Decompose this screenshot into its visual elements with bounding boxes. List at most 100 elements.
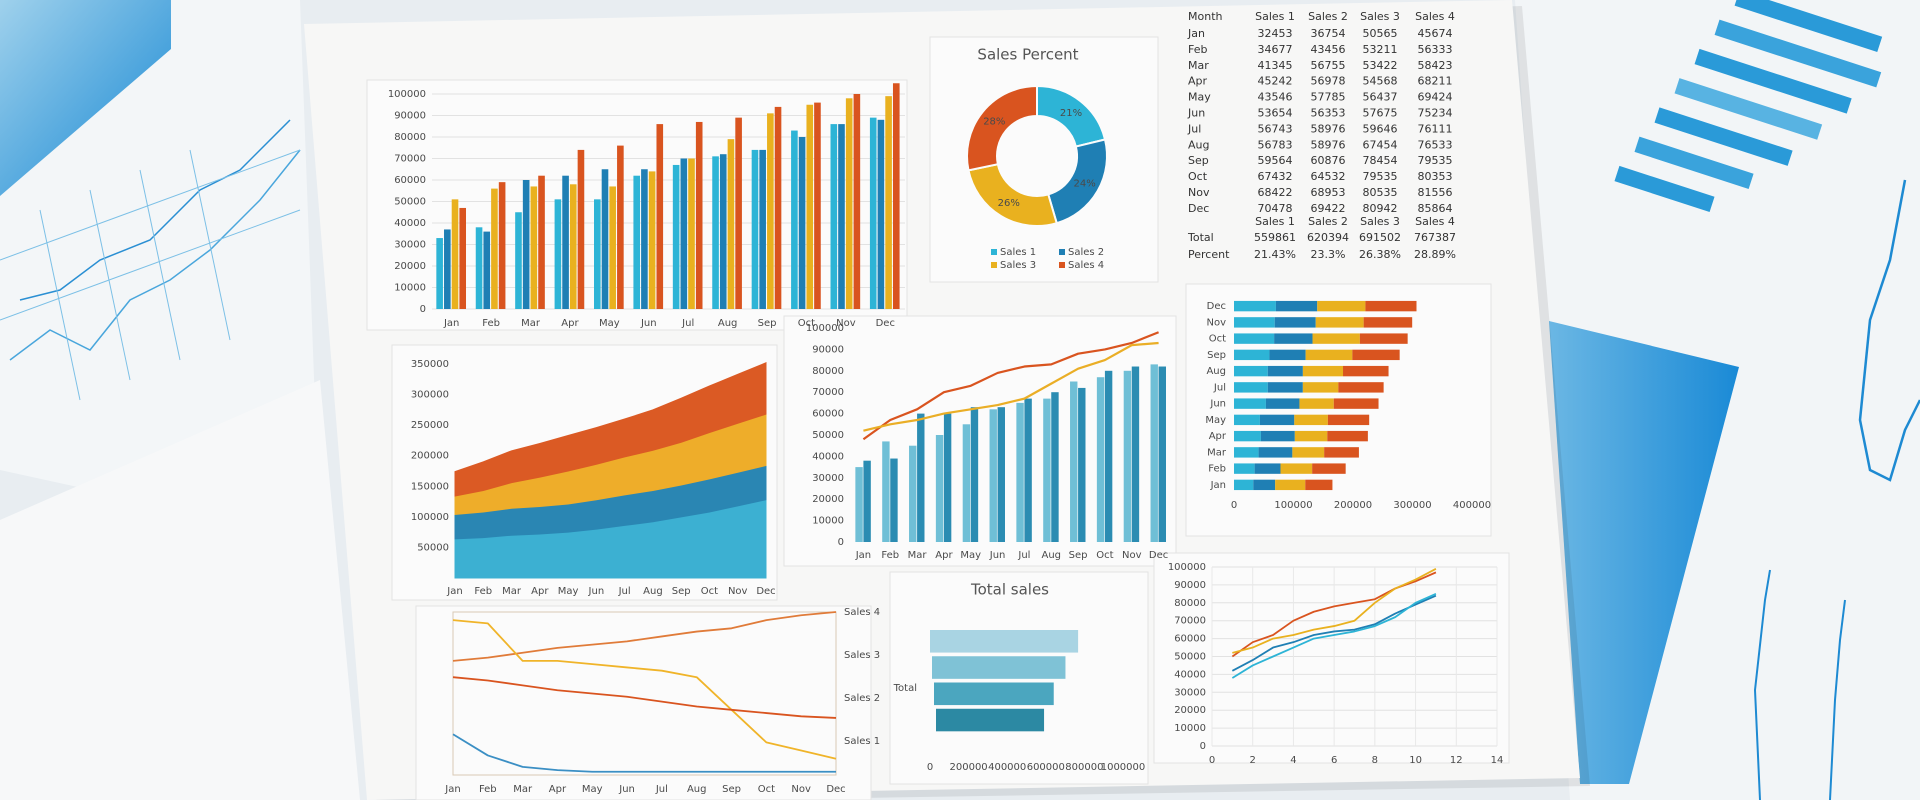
bar	[1131, 366, 1140, 542]
bar	[917, 413, 925, 542]
line	[862, 331, 1159, 441]
table-cell: 70478	[1258, 202, 1293, 215]
x-tick-label: Oct	[798, 318, 815, 329]
paper-numbers	[0, 380, 360, 800]
funnel-title: Total sales	[970, 581, 1049, 599]
table-cell: Nov	[1188, 186, 1210, 199]
y-tick-label: 50000	[812, 430, 844, 441]
y-tick-label: Feb	[1208, 464, 1226, 475]
bar	[672, 164, 680, 309]
content: Sales Percent Total sales Total 01000020…	[388, 10, 1504, 795]
bar	[767, 113, 774, 309]
table-cell: 58976	[1311, 122, 1346, 135]
x-tick-label: Dec	[826, 784, 845, 795]
y-tick-label: 90000	[1174, 580, 1206, 591]
table-cell: 32453	[1258, 27, 1293, 40]
y-tick-label: 350000	[411, 359, 449, 370]
bar-segment	[1254, 463, 1281, 474]
funnel-bar	[930, 630, 1079, 653]
bar-segment	[1338, 382, 1384, 393]
bar-segment	[1274, 317, 1316, 328]
table-cell: 76533	[1418, 138, 1453, 151]
bar-segment	[1234, 447, 1259, 458]
bar-segment	[1294, 414, 1328, 426]
y-tick-label: 100000	[806, 323, 844, 334]
bar-segment	[1267, 365, 1303, 377]
table-cell: 56755	[1311, 59, 1346, 72]
bar-segment	[1299, 398, 1334, 409]
table-total: Total	[1187, 231, 1214, 244]
line	[1232, 567, 1437, 654]
table-header: Sales 2	[1308, 10, 1348, 23]
x-tick-label: 600000	[1027, 762, 1065, 773]
table-cell: 56743	[1258, 122, 1293, 135]
bar	[838, 124, 845, 309]
table-cell: Jan	[1187, 27, 1205, 40]
bar	[798, 137, 806, 309]
donut-label: 28%	[983, 116, 1005, 127]
table-header: Month	[1188, 10, 1223, 23]
legend-label: Sales 2	[1068, 247, 1104, 258]
bar	[1158, 366, 1166, 542]
table-cell: 79535	[1418, 154, 1453, 167]
table-cell: 57675	[1363, 107, 1398, 120]
table-cell: Mar	[1188, 59, 1209, 72]
y-tick-label: 30000	[394, 240, 426, 251]
y-tick-label: 150000	[411, 481, 449, 492]
blue-line-left	[9, 149, 301, 361]
x-tick-label: 14	[1491, 755, 1504, 766]
bar	[695, 121, 703, 309]
funnel-bar	[934, 682, 1054, 706]
y-tick-label: Dec	[1207, 301, 1226, 312]
deco-bar	[1674, 78, 1823, 140]
bar-segment	[1234, 349, 1270, 361]
x-tick-label: May	[582, 784, 603, 795]
table-header: Sales 3	[1360, 10, 1400, 23]
series-label: Sales 2	[844, 693, 880, 704]
table-cell: 76111	[1418, 122, 1453, 135]
bar	[863, 460, 871, 542]
series-label: Sales 1	[844, 736, 880, 747]
y-tick-label: 20000	[1174, 705, 1206, 716]
bar	[1070, 381, 1078, 542]
bar	[853, 94, 861, 309]
bar	[648, 171, 656, 309]
area	[454, 362, 767, 497]
panel	[929, 36, 1159, 283]
table-cell: 56783	[1258, 138, 1293, 151]
y-tick-label: 10000	[394, 283, 426, 294]
bar	[869, 117, 877, 310]
table-cell: 59646	[1363, 122, 1398, 135]
bar	[656, 124, 664, 309]
y-tick-label: 90000	[812, 344, 844, 355]
table-cell: 41345	[1258, 59, 1293, 72]
x-tick-label: 4	[1290, 755, 1296, 766]
deco-bar	[1614, 165, 1715, 213]
y-tick-label: Mar	[1207, 447, 1227, 458]
x-tick-label: Apr	[549, 784, 567, 795]
y-tick-label: 20000	[394, 261, 426, 272]
bar-segment	[1315, 317, 1364, 328]
table-percent: 28.89%	[1414, 248, 1456, 261]
table-percent: Percent	[1188, 248, 1230, 261]
table-cell: Sep	[1188, 154, 1209, 167]
legend-swatch	[1059, 249, 1065, 255]
y-tick-label: 70000	[1174, 616, 1206, 627]
x-tick-label: Nov	[1122, 550, 1142, 561]
x-tick-label: 10	[1409, 755, 1422, 766]
bar	[633, 175, 641, 309]
bar	[1051, 392, 1059, 542]
x-tick-label: Sep	[722, 784, 741, 795]
bar	[855, 467, 863, 542]
table-cell: 56353	[1311, 107, 1346, 120]
x-tick-label: Feb	[482, 318, 500, 329]
y-tick-label: 80000	[1174, 598, 1206, 609]
y-tick-label: Jan	[1210, 480, 1226, 491]
y-tick-label: 90000	[394, 111, 426, 122]
x-tick-label: Jul	[681, 318, 694, 329]
funnel-bar	[932, 656, 1066, 679]
table-cell: 56333	[1418, 43, 1453, 56]
y-tick-label: 50000	[394, 197, 426, 208]
x-tick-label: Feb	[474, 586, 492, 597]
